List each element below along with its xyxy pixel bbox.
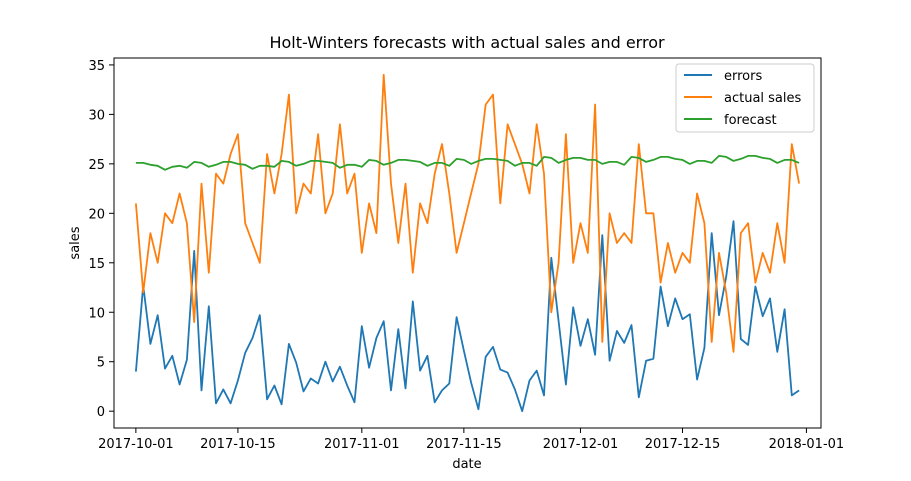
plot-frame — [113, 57, 822, 429]
x-tick-label: 2017-11-01 — [324, 437, 400, 452]
y-tick-label: 5 — [97, 356, 105, 371]
chart-title: Holt-Winters forecasts with actual sales… — [269, 33, 665, 52]
legend: errors actual sales forecast — [675, 63, 815, 133]
x-axis: 2017-10-01 2017-10-15 2017-11-01 2017-11-15… — [98, 428, 844, 452]
y-axis: 0 5 10 15 20 25 30 35 — [88, 59, 114, 420]
y-axis-label: sales — [68, 226, 83, 259]
x-tick-label: 2017-12-01 — [543, 437, 619, 452]
y-tick-label: 0 — [97, 405, 105, 420]
x-tick-label: 2017-11-15 — [426, 437, 502, 452]
series-line-errors — [135, 220, 800, 413]
x-tick-label: 2018-01-01 — [769, 437, 845, 452]
legend-label: forecast — [724, 113, 777, 128]
x-tick-label: 2017-10-15 — [200, 437, 276, 452]
x-tick-label: 2017-12-15 — [645, 437, 721, 452]
legend-frame — [675, 63, 815, 133]
y-tick-label: 10 — [88, 306, 105, 321]
legend-label: actual sales — [724, 91, 802, 106]
series-line-actual-sales — [135, 73, 800, 353]
y-tick-label: 35 — [88, 59, 105, 74]
plot-lines — [135, 73, 800, 413]
y-tick-label: 20 — [88, 207, 105, 222]
y-tick-label: 30 — [88, 108, 105, 123]
series-line-forecast — [135, 154, 800, 171]
x-axis-label: date — [452, 457, 481, 472]
x-tick-label: 2017-10-01 — [98, 437, 174, 452]
y-tick-label: 25 — [88, 158, 105, 173]
legend-label: errors — [724, 69, 762, 84]
y-tick-label: 15 — [88, 257, 105, 272]
